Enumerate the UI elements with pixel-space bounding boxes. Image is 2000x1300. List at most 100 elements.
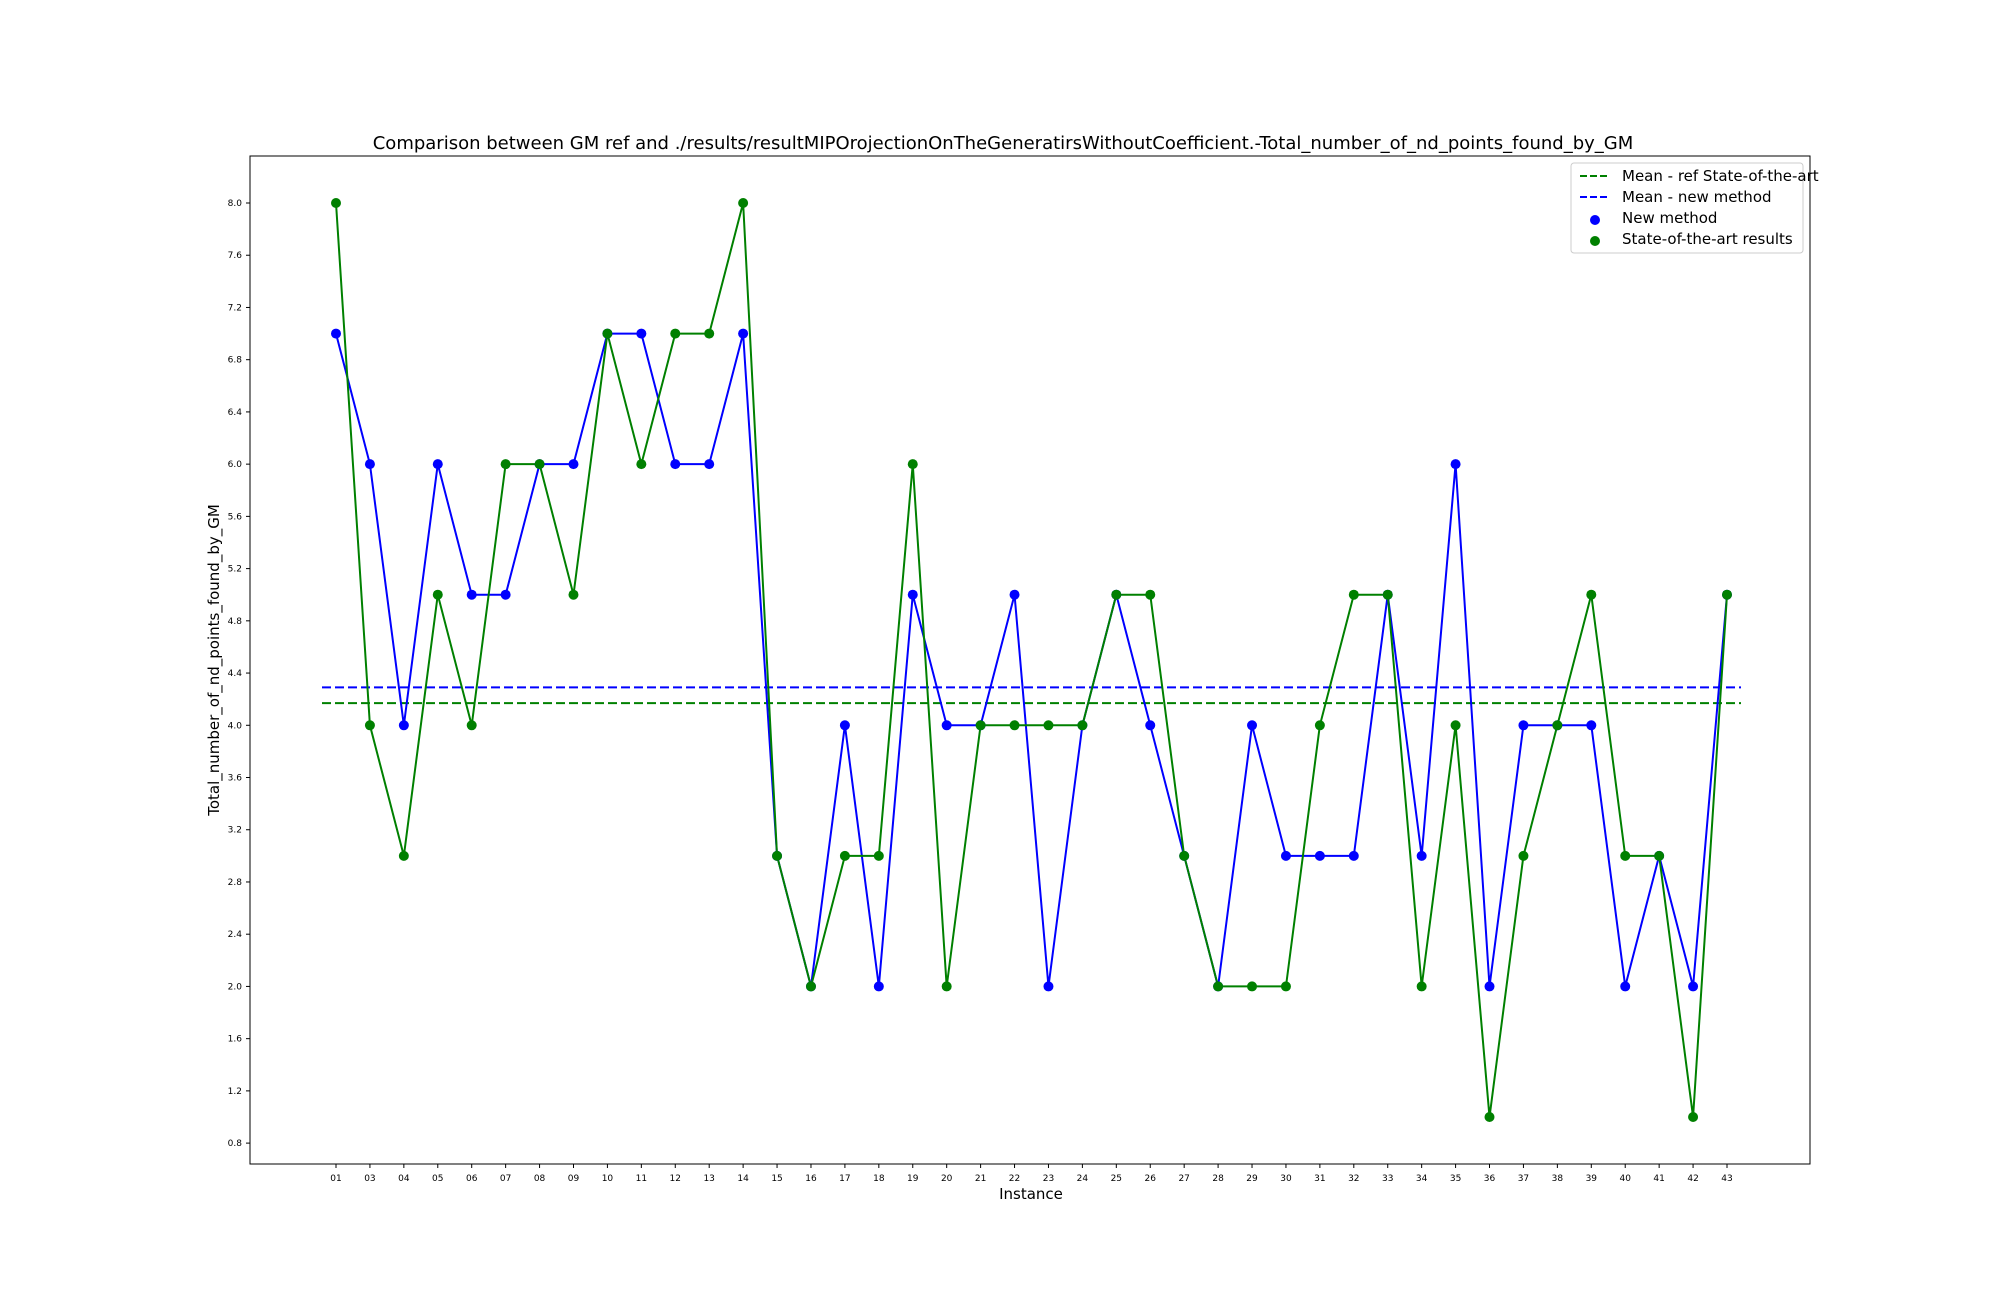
data-point — [1416, 850, 1427, 861]
data-point — [398, 850, 409, 861]
data-point — [364, 720, 375, 731]
data-point — [1722, 589, 1732, 600]
y-tick-label: 3.6 — [228, 774, 243, 784]
chart-title: Comparison between GM ref and ./results/… — [373, 133, 1634, 154]
legend-swatch — [1590, 236, 1600, 246]
data-point — [1518, 720, 1529, 731]
data-point — [1111, 589, 1122, 600]
data-point — [1213, 981, 1224, 992]
data-point — [1145, 720, 1156, 731]
data-point — [1179, 850, 1190, 861]
x-tick-label: 33 — [1382, 1174, 1393, 1184]
data-point — [873, 850, 884, 861]
data-point — [873, 981, 884, 992]
data-point — [1043, 720, 1054, 731]
x-tick-label: 21 — [975, 1174, 986, 1184]
data-point — [907, 459, 918, 470]
y-tick-label: 7.2 — [228, 303, 242, 313]
x-tick-label: 38 — [1552, 1174, 1564, 1184]
x-tick-label: 06 — [466, 1174, 478, 1184]
x-tick-label: 14 — [737, 1174, 749, 1184]
data-point — [466, 589, 477, 600]
x-tick-label: 22 — [1009, 1174, 1020, 1184]
x-tick-label: 31 — [1314, 1174, 1325, 1184]
plot-frame — [249, 155, 1811, 1165]
data-point — [1314, 720, 1325, 731]
x-tick-label: 03 — [364, 1174, 375, 1184]
x-tick-label: 37 — [1518, 1174, 1529, 1184]
y-tick-label: 3.2 — [228, 826, 242, 836]
x-tick-label: 09 — [568, 1174, 580, 1184]
x-tick-label: 27 — [1178, 1174, 1189, 1184]
data-point — [670, 459, 681, 470]
x-tick-label: 40 — [1619, 1174, 1631, 1184]
legend-swatch — [1590, 215, 1600, 225]
x-tick-label: 10 — [602, 1174, 614, 1184]
data-point — [941, 981, 952, 992]
x-tick-label: 04 — [398, 1174, 410, 1184]
data-point — [1620, 981, 1631, 992]
y-tick-label: 6.4 — [228, 408, 243, 418]
data-point — [1586, 720, 1597, 731]
x-tick-label: 05 — [432, 1174, 443, 1184]
data-point — [1348, 850, 1359, 861]
y-axis-label: Total_number_of_nd_points_found_by_GM — [205, 504, 224, 817]
data-point — [1009, 720, 1020, 731]
data-point — [738, 198, 749, 209]
y-tick-label: 5.6 — [228, 512, 243, 522]
data-point — [432, 459, 443, 470]
data-point — [1586, 589, 1597, 600]
mean-lines — [322, 686, 1741, 705]
data-point — [839, 720, 850, 731]
x-axis-label: Instance — [999, 1185, 1063, 1203]
data-point — [331, 198, 341, 209]
y-tick-label: 4.4 — [228, 669, 243, 679]
legend-label: Mean - new method — [1622, 188, 1772, 206]
legend-label: New method — [1622, 209, 1717, 227]
y-tick-label: 0.8 — [228, 1139, 243, 1149]
x-tick-label: 01 — [330, 1174, 341, 1184]
x-tick-label: 39 — [1586, 1174, 1598, 1184]
data-point — [1077, 720, 1088, 731]
x-tick-label: 35 — [1450, 1174, 1461, 1184]
data-point — [500, 589, 511, 600]
y-tick-label: 6.0 — [228, 460, 243, 470]
y-tick-label: 5.2 — [228, 565, 242, 575]
data-point — [704, 328, 715, 339]
x-tick-label: 17 — [839, 1174, 850, 1184]
data-point — [1518, 850, 1529, 861]
data-point — [364, 459, 375, 470]
y-tick-label: 2.0 — [228, 982, 243, 992]
x-tick-label: 26 — [1145, 1174, 1157, 1184]
x-tick-label: 25 — [1111, 1174, 1122, 1184]
legend-label: Mean - ref State-of-the-art — [1622, 167, 1819, 185]
y-tick-label: 6.8 — [228, 356, 243, 366]
y-tick-label: 4.8 — [228, 617, 243, 627]
data-point — [398, 720, 409, 731]
y-tick-label: 1.2 — [228, 1087, 242, 1097]
x-axis: 01 03 04 05 06 07 08 09 10 11 12 13 14 15 16 17 18 19 20 21… — [330, 1164, 1733, 1184]
data-point — [568, 459, 579, 470]
y-tick-label: 7.6 — [228, 251, 243, 261]
x-tick-label: 24 — [1077, 1174, 1089, 1184]
data-point — [1247, 981, 1258, 992]
data-point — [636, 459, 647, 470]
data-point — [1145, 589, 1156, 600]
data-point — [1280, 981, 1291, 992]
data-point — [1280, 850, 1291, 861]
series-lines — [335, 202, 1728, 1118]
data-point — [1009, 589, 1020, 600]
data-point — [534, 459, 545, 470]
x-tick-label: 43 — [1721, 1174, 1732, 1184]
y-tick-label: 4.0 — [228, 721, 243, 731]
x-tick-label: 07 — [500, 1174, 511, 1184]
x-tick-label: 19 — [907, 1174, 919, 1184]
data-point — [670, 328, 681, 339]
x-tick-label: 23 — [1043, 1174, 1054, 1184]
y-tick-label: 1.6 — [228, 1035, 243, 1045]
y-tick-label: 8.0 — [228, 199, 243, 209]
y-tick-label: 2.8 — [228, 878, 243, 888]
x-tick-label: 15 — [771, 1174, 782, 1184]
data-point — [1043, 981, 1054, 992]
